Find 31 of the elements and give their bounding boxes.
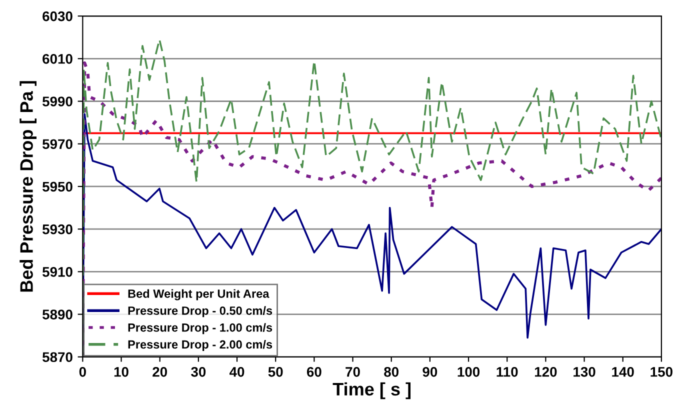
x-tick-label: 60 — [306, 366, 322, 377]
y-tick-label: 5990 — [42, 96, 72, 106]
y-tick-label: 5970 — [42, 139, 72, 150]
x-tick-label: 50 — [268, 366, 283, 377]
x-tick-label: 30 — [191, 366, 206, 377]
x-tick-label: 130 — [574, 366, 596, 377]
x-tick-label: 10 — [114, 366, 128, 377]
legend-label: Pressure Drop - 2.00 cm/s — [128, 340, 272, 351]
y-tick-label: 5890 — [42, 310, 72, 320]
x-axis-title: Time [ s ] — [332, 382, 411, 400]
legend-label: Pressure Drop - 0.50 cm/s — [128, 306, 272, 318]
y-tick-label: 5870 — [42, 352, 72, 362]
y-tick-label: 5910 — [42, 267, 72, 277]
y-axis-title: Bed Pressure Drop [ Pa ] — [20, 81, 37, 292]
x-tick-label: 80 — [384, 366, 399, 377]
x-tick-label: 110 — [496, 366, 518, 377]
x-tick-label: 150 — [650, 366, 672, 377]
x-tick-label: 100 — [458, 366, 480, 377]
y-tick-label: 5950 — [42, 182, 72, 192]
x-tick-label: 70 — [346, 366, 360, 377]
y-tick-label: 5930 — [42, 224, 72, 234]
y-tick-label: 6010 — [42, 54, 72, 64]
x-tick-label: 20 — [152, 366, 168, 377]
x-tick-label: 90 — [422, 366, 438, 377]
x-tick-label: 120 — [534, 366, 557, 377]
y-tick-label: 6030 — [42, 11, 72, 22]
x-tick-label: 0 — [79, 366, 86, 377]
x-tick-label: 40 — [230, 366, 244, 377]
legend-label: Pressure Drop - 1.00 cm/s — [128, 323, 272, 334]
legend-label: Bed Weight per Unit Area — [128, 289, 270, 300]
x-tick-label: 140 — [612, 366, 634, 377]
